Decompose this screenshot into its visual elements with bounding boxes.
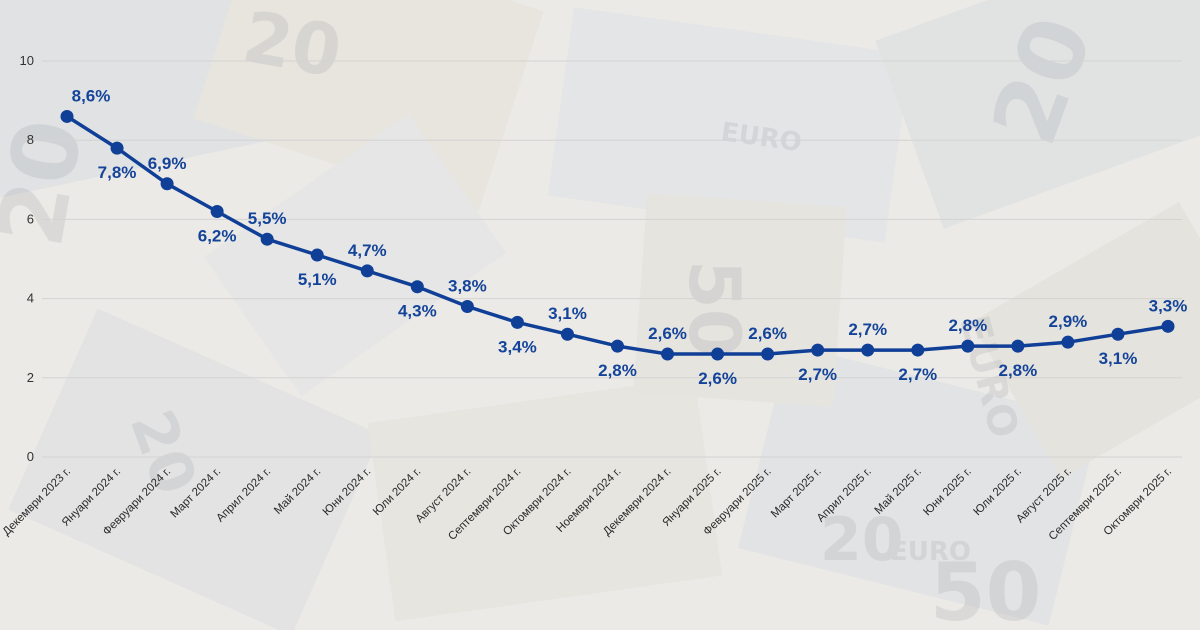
svg-text:50: 50 [673, 260, 755, 357]
data-label: 2,8% [598, 361, 637, 380]
data-label: 2,8% [948, 316, 987, 335]
data-point [60, 109, 74, 123]
data-point [711, 347, 725, 361]
data-label: 3,1% [1099, 349, 1138, 368]
data-point [611, 339, 624, 353]
data-label: 2,7% [848, 320, 887, 339]
svg-text:20: 20 [237, 0, 347, 94]
data-point [911, 343, 925, 357]
svg-text:EURO: EURO [890, 537, 971, 567]
data-label: 2,7% [798, 365, 837, 384]
data-label: 6,2% [198, 226, 237, 245]
x-tick-label: Април 2024 г. [214, 466, 273, 525]
data-point [310, 248, 324, 262]
y-tick-label: 0 [27, 449, 34, 464]
data-label: 3,4% [498, 337, 537, 356]
data-point [210, 204, 224, 218]
y-axis-ticks: 0 2 4 6 8 10 [20, 53, 34, 464]
data-point [160, 177, 174, 191]
x-tick-label: Юни 2024 г. [321, 466, 374, 519]
x-tick-label: Март 2024 г. [168, 466, 223, 521]
x-tick-label: Декември 2023 г. [1, 466, 74, 539]
y-tick-label: 10 [20, 53, 34, 68]
data-point [1161, 319, 1175, 333]
data-point [360, 264, 374, 278]
data-points [60, 109, 1175, 361]
x-tick-label: Март 2025 г. [769, 466, 824, 521]
x-tick-label: Юни 2025 г. [921, 466, 974, 519]
data-point [260, 232, 274, 246]
data-label: 5,1% [298, 270, 337, 289]
x-tick-label: Юли 2024 г. [371, 466, 423, 518]
data-point [110, 141, 124, 155]
y-tick-label: 6 [27, 211, 34, 226]
data-label: 2,7% [898, 365, 937, 384]
data-label: 4,3% [398, 302, 437, 321]
data-label: 3,1% [548, 304, 587, 323]
y-tick-label: 4 [27, 291, 34, 306]
data-label: 6,9% [148, 154, 187, 173]
data-point [861, 343, 875, 357]
data-label: 5,5% [248, 209, 287, 228]
data-label: 2,6% [648, 324, 687, 343]
data-point [460, 300, 474, 314]
x-axis-ticks: Декември 2023 г.Януари 2024 г.Февруари 2… [1, 466, 1175, 543]
data-label: 7,8% [98, 163, 137, 182]
data-label: 2,6% [698, 369, 737, 388]
data-label: 2,6% [748, 324, 787, 343]
grid-lines [42, 60, 1182, 458]
x-tick-label: Април 2025 г. [815, 466, 874, 525]
data-point [761, 347, 775, 361]
x-tick-label: Май 2024 г. [272, 466, 323, 517]
y-tick-label: 2 [27, 370, 34, 385]
data-labels: 8,6% 7,8% 6,9% 6,2% 5,5% 5,1% 4,7% 4,3% 3,8% 3,4%… [72, 86, 1188, 388]
data-point [961, 339, 975, 353]
data-point [1061, 335, 1075, 349]
data-point [1111, 327, 1125, 341]
data-point [410, 280, 424, 294]
svg-text:50: 50 [930, 546, 1041, 630]
data-label: 2,8% [998, 361, 1037, 380]
data-label: 3,8% [448, 277, 487, 296]
data-label: 3,3% [1149, 296, 1188, 315]
svg-text:20: 20 [820, 505, 904, 575]
y-tick-label: 8 [27, 132, 34, 147]
data-point [1011, 339, 1025, 353]
data-label: 4,7% [348, 241, 387, 260]
x-tick-label: Юли 2025 г. [972, 466, 1024, 518]
data-point [811, 343, 825, 357]
data-label: 2,9% [1049, 312, 1088, 331]
data-point [661, 347, 675, 361]
data-point [510, 315, 524, 329]
x-tick-label: Май 2025 г. [873, 466, 924, 517]
data-point [560, 327, 574, 341]
data-label: 8,6% [72, 86, 111, 105]
